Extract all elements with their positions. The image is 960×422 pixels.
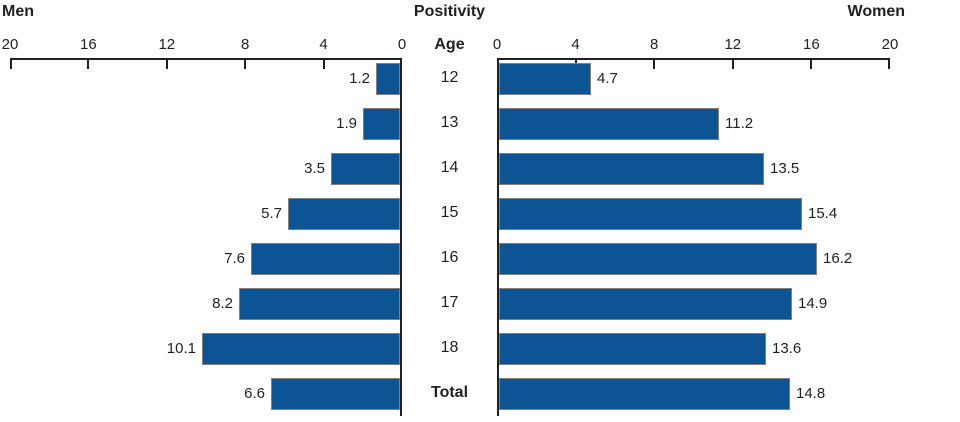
- value-label-men-13: 1.9: [336, 115, 357, 132]
- women-axis-tick-label-4: 4: [571, 36, 580, 53]
- men-axis-tick-label-16: 16: [80, 36, 97, 53]
- bar-men-17: [239, 288, 400, 320]
- bar-men-18: [202, 333, 400, 365]
- women-axis-tick-label-0: 0: [492, 36, 502, 53]
- value-label-women-17: 14.9: [798, 295, 828, 312]
- women-axis-line: [497, 58, 890, 60]
- women-series-title: Women: [847, 3, 905, 20]
- men-series-title: Men: [2, 3, 34, 20]
- bar-women-15: [499, 198, 802, 230]
- women-axis-tick-label-20: 20: [881, 36, 899, 53]
- age-label-16: 16: [440, 249, 459, 266]
- age-label-13: 13: [440, 114, 459, 131]
- men-axis-tick-label-12: 12: [158, 36, 176, 53]
- women-axis-tick-20: [888, 58, 890, 69]
- bar-men-14: [331, 153, 400, 185]
- value-label-women-13: 11.2: [725, 115, 754, 132]
- men-axis-line: [10, 58, 402, 60]
- value-label-men-12: 1.2: [349, 70, 370, 87]
- bar-women-14: [499, 153, 764, 185]
- value-label-women-18: 13.6: [772, 340, 802, 357]
- value-label-women-12: 4.7: [597, 70, 618, 87]
- women-axis-tick-label-12: 12: [724, 36, 742, 53]
- age-label-17: 17: [440, 294, 459, 311]
- bar-men-Total: [271, 378, 400, 410]
- bar-women-12: [499, 63, 591, 95]
- value-label-men-18: 10.1: [166, 340, 196, 357]
- value-label-men-Total: 6.6: [244, 385, 265, 402]
- value-label-women-15: 15.4: [808, 205, 838, 222]
- value-label-women-16: 16.2: [823, 250, 853, 267]
- men-axis-tick-4: [322, 58, 325, 69]
- women-axis-tick-label-16: 16: [803, 36, 820, 53]
- chart-title: Positivity: [413, 3, 486, 20]
- women-axis-tick-label-8: 8: [650, 36, 659, 53]
- men-axis-tick-8: [244, 58, 247, 69]
- bar-men-16: [251, 243, 400, 275]
- bar-women-16: [499, 243, 817, 275]
- age-label-18: 18: [440, 339, 459, 356]
- bar-women-Total: [499, 378, 790, 410]
- value-label-women-Total: 14.8: [796, 385, 826, 402]
- bar-women-18: [499, 333, 766, 365]
- men-zero-baseline: [400, 58, 402, 416]
- men-axis-tick-label-8: 8: [241, 36, 250, 53]
- men-axis-tick-label-20: 20: [1, 36, 19, 53]
- men-axis-tick-12: [165, 58, 168, 69]
- men-axis-tick-16: [87, 58, 90, 69]
- men-axis-tick-20: [10, 58, 12, 69]
- age-label-12: 12: [440, 69, 459, 86]
- women-axis-tick-12: [731, 58, 734, 69]
- age-label-15: 15: [440, 204, 459, 221]
- value-label-men-16: 7.6: [224, 250, 245, 267]
- bar-women-17: [499, 288, 792, 320]
- bar-men-13: [363, 108, 400, 140]
- men-axis-tick-label-4: 4: [319, 36, 328, 53]
- women-axis-tick-16: [810, 58, 813, 69]
- bar-men-15: [288, 198, 400, 230]
- age-axis-header: Age: [434, 36, 465, 53]
- bar-women-13: [499, 108, 719, 140]
- age-label-Total: Total: [430, 384, 469, 401]
- bar-men-12: [376, 63, 400, 95]
- women-zero-baseline: [497, 58, 499, 416]
- women-axis-tick-8: [653, 58, 656, 69]
- value-label-men-15: 5.7: [261, 205, 282, 222]
- age-label-14: 14: [440, 159, 459, 176]
- men-axis-tick-label-0: 0: [397, 36, 407, 53]
- value-label-men-17: 8.2: [212, 295, 233, 312]
- value-label-women-14: 13.5: [770, 160, 800, 177]
- value-label-men-14: 3.5: [304, 160, 325, 177]
